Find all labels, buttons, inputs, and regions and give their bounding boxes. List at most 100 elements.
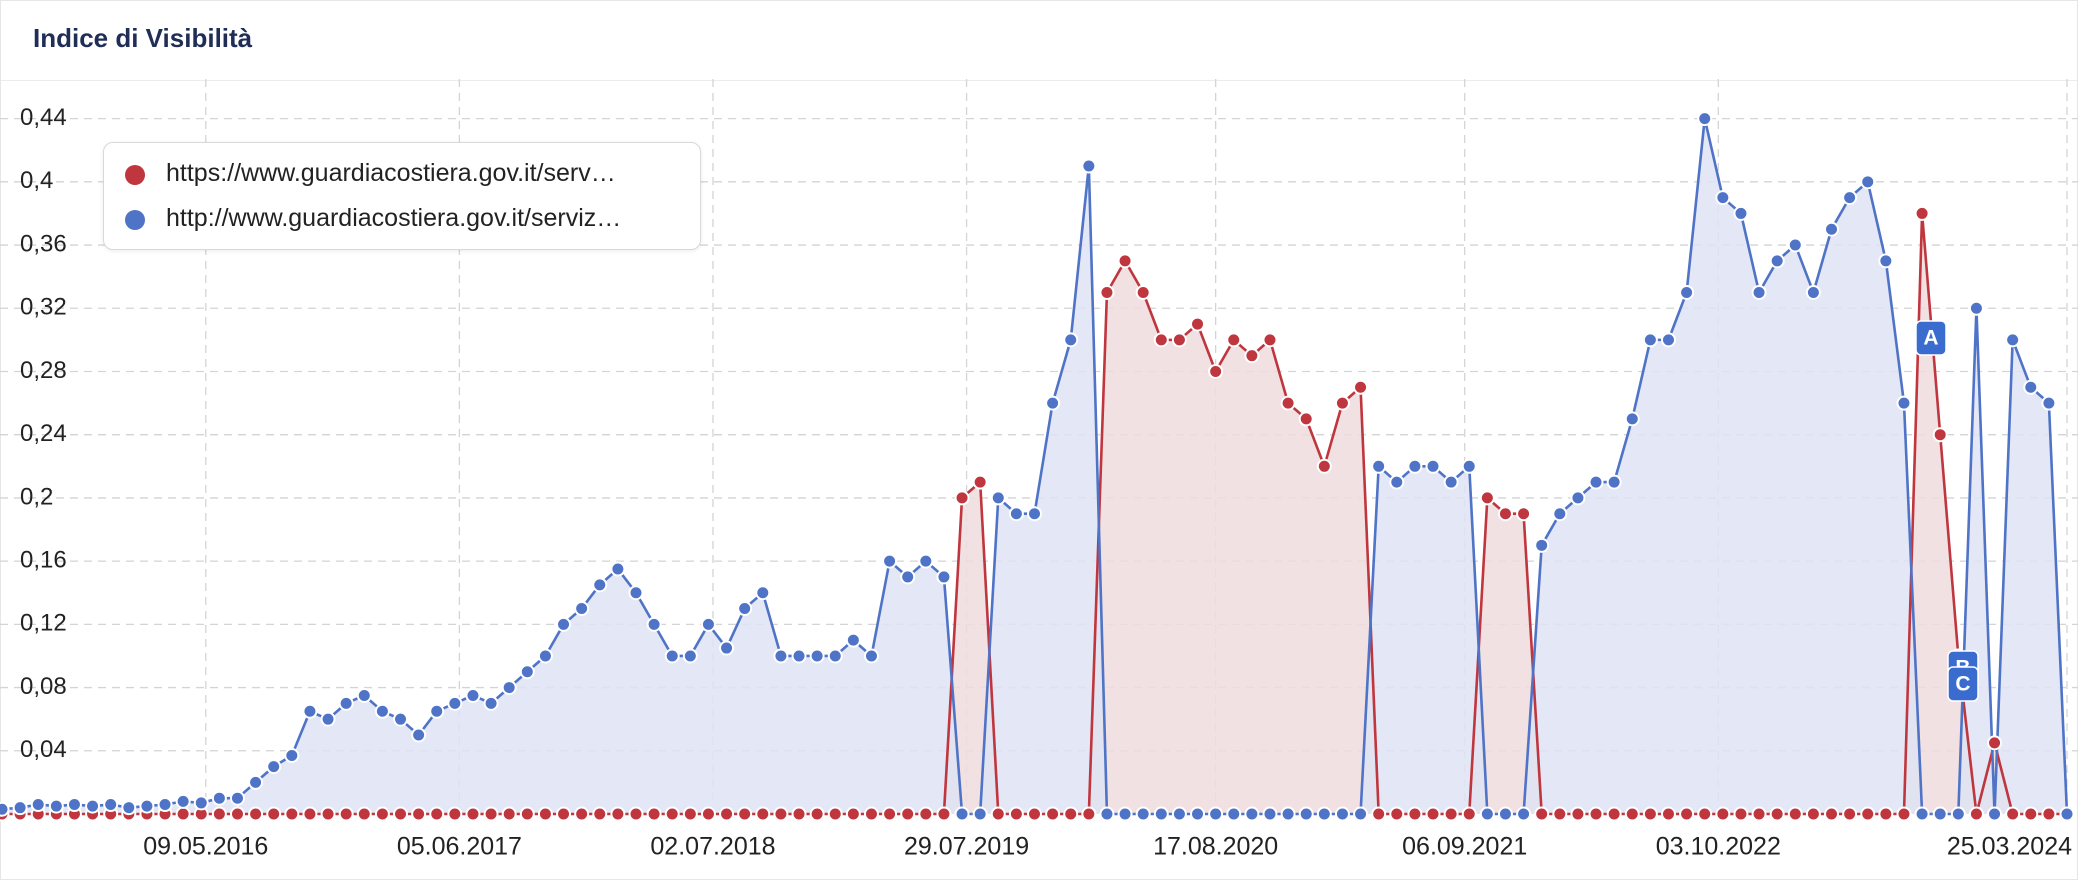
data-point	[791, 648, 807, 664]
data-point	[483, 695, 499, 711]
data-point	[610, 806, 626, 822]
data-point	[1045, 806, 1061, 822]
data-point	[972, 474, 988, 490]
data-point	[1334, 806, 1350, 822]
data-point	[1950, 806, 1966, 822]
data-point	[393, 711, 409, 727]
data-point	[229, 790, 245, 806]
data-point	[1135, 806, 1151, 822]
series-area	[2, 118, 2067, 815]
data-point	[30, 797, 46, 813]
data-point	[1208, 806, 1224, 822]
data-point	[1697, 806, 1713, 822]
data-point	[1860, 174, 1876, 190]
data-point	[1497, 506, 1513, 522]
data-point	[809, 806, 825, 822]
flag-label: A	[1923, 327, 1938, 350]
data-point	[1824, 806, 1840, 822]
data-point	[755, 806, 771, 822]
data-point	[320, 711, 336, 727]
data-point	[1697, 111, 1713, 127]
data-point	[1570, 806, 1586, 822]
data-point	[66, 797, 82, 813]
data-point	[1407, 806, 1423, 822]
legend-label: http://www.guardiacostiera.gov.it/serviz…	[166, 204, 622, 232]
data-point	[429, 806, 445, 822]
data-point	[1497, 806, 1513, 822]
data-point	[1443, 806, 1459, 822]
data-point	[1461, 806, 1477, 822]
data-point	[2041, 806, 2057, 822]
data-point	[1842, 806, 1858, 822]
data-point	[664, 648, 680, 664]
legend-label: https://www.guardiacostiera.gov.it/serv…	[166, 159, 616, 187]
data-point	[1153, 806, 1169, 822]
data-point	[1878, 253, 1894, 269]
data-point	[863, 648, 879, 664]
data-point	[719, 806, 735, 822]
data-point	[501, 680, 517, 696]
data-point	[1751, 806, 1767, 822]
data-point	[1987, 735, 2003, 751]
data-point	[1171, 332, 1187, 348]
data-point	[1534, 537, 1550, 553]
data-point	[157, 797, 173, 813]
data-point	[845, 806, 861, 822]
data-point	[1660, 332, 1676, 348]
data-point	[1968, 300, 1984, 316]
data-point	[1516, 506, 1532, 522]
data-point	[827, 648, 843, 664]
data-point	[1552, 506, 1568, 522]
data-point	[447, 806, 463, 822]
data-point	[1027, 806, 1042, 822]
data-point	[773, 806, 789, 822]
data-point	[1914, 806, 1930, 822]
data-point	[1932, 427, 1948, 443]
legend-marker	[125, 210, 145, 230]
legend-marker	[125, 165, 145, 185]
data-point	[1733, 205, 1749, 221]
data-point	[936, 569, 952, 585]
data-point	[1262, 332, 1278, 348]
data-point	[1588, 806, 1604, 822]
flag-label: C	[1955, 673, 1970, 696]
data-point	[1008, 806, 1024, 822]
data-point	[592, 577, 608, 593]
data-point	[229, 806, 245, 822]
data-point	[175, 793, 191, 809]
data-point	[519, 664, 535, 680]
y-tick-label: 0,24	[20, 420, 67, 447]
x-tick-label: 17.08.2020	[1153, 833, 1278, 861]
data-point	[48, 798, 64, 814]
y-tick-label: 0,2	[20, 483, 53, 510]
data-point	[1353, 379, 1369, 395]
data-point	[1298, 411, 1314, 427]
y-tick-label: 0,36	[20, 230, 67, 257]
data-point	[411, 727, 427, 743]
data-point	[700, 806, 716, 822]
data-point	[1443, 474, 1459, 490]
data-point	[646, 616, 662, 632]
data-point	[1099, 806, 1115, 822]
annotation-flag: A	[1915, 320, 1947, 356]
data-point	[1298, 806, 1314, 822]
data-point	[1715, 806, 1731, 822]
data-point	[447, 695, 463, 711]
data-point	[1063, 806, 1079, 822]
data-point	[1190, 316, 1206, 332]
data-point	[1280, 806, 1296, 822]
data-point	[918, 806, 934, 822]
data-point	[519, 806, 535, 822]
data-point	[248, 806, 264, 822]
data-point	[556, 806, 572, 822]
x-tick-label: 06.09.2021	[1402, 833, 1527, 861]
legend-item[interactable]: https://www.guardiacostiera.gov.it/serv…	[104, 155, 694, 195]
y-tick-label: 0,08	[20, 673, 67, 700]
data-point	[338, 695, 354, 711]
data-point	[1805, 806, 1821, 822]
legend-item[interactable]: http://www.guardiacostiera.gov.it/serviz…	[104, 200, 694, 240]
data-point	[1081, 158, 1097, 174]
data-point	[338, 806, 354, 822]
annotation-flag: C	[1947, 666, 1979, 702]
